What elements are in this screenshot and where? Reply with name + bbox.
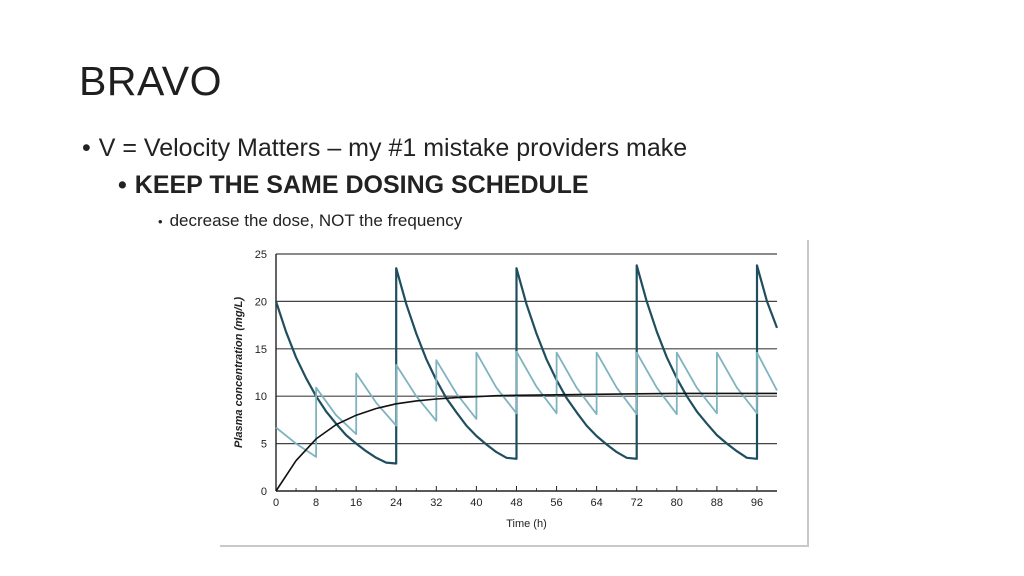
x-tick-label: 80 <box>671 497 683 509</box>
plasma-concentration-chart: 0 5 10 15 20 25 0 8 16 24 32 40 48 56 64 72 80 88 96 Time … <box>218 238 807 545</box>
x-tick-label: 96 <box>751 497 763 509</box>
series-line-large-dose-every-24-h <box>274 264 779 465</box>
x-tick-label: 56 <box>550 497 562 509</box>
bullet-dosing-schedule: • KEEP THE SAME DOSING SCHEDULE <box>118 171 589 200</box>
x-axis-label: Time (h) <box>506 518 547 530</box>
y-tick-label: 20 <box>255 296 267 308</box>
x-tick-label: 64 <box>591 497 603 509</box>
y-axis-label: Plasma concentration (mg/L) <box>233 297 245 448</box>
x-tick-label: 72 <box>631 497 643 509</box>
bullet-glyph: • <box>118 171 127 199</box>
bullet-dosing-schedule-text: KEEP THE SAME DOSING SCHEDULE <box>134 171 589 199</box>
bullet-glyph: • <box>158 214 163 229</box>
bullet-decrease-dose: • decrease the dose, NOT the frequency <box>158 211 462 231</box>
bullet-glyph: • <box>82 134 91 162</box>
y-tick-label: 5 <box>261 439 267 451</box>
grid-lines <box>276 253 777 445</box>
series-line-small-dose-every-8-h <box>275 350 778 458</box>
y-tick-label: 0 <box>261 486 267 498</box>
x-tick-label: 24 <box>390 497 402 509</box>
y-tick-label: 25 <box>255 249 267 261</box>
slide-title: BRAVO <box>79 58 222 104</box>
series-lines <box>274 264 779 492</box>
y-tick-label: 15 <box>255 344 267 356</box>
chart-svg: 0 5 10 15 20 25 0 8 16 24 32 40 48 56 64 72 80 88 96 Time … <box>233 249 779 530</box>
bullet-velocity-text: V = Velocity Matters – my #1 mistake pro… <box>98 134 688 162</box>
axes <box>275 254 777 492</box>
tick-labels: 0 5 10 15 20 25 0 8 16 24 32 40 48 56 64 72 80 88 96 <box>255 249 763 509</box>
x-tick-label: 32 <box>430 497 442 509</box>
x-tick-label: 88 <box>711 497 723 509</box>
x-tick-label: 48 <box>510 497 522 509</box>
y-tick-label: 10 <box>255 391 267 403</box>
x-tick-label: 16 <box>350 497 362 509</box>
x-tick-label: 40 <box>470 497 482 509</box>
x-tick-label: 8 <box>313 497 319 509</box>
bullet-velocity: • V = Velocity Matters – my #1 mistake p… <box>82 134 687 163</box>
x-tick-label: 0 <box>273 497 279 509</box>
series-line-continuous-infusion <box>275 392 777 492</box>
bullet-decrease-dose-text: decrease the dose, NOT the frequency <box>169 211 463 230</box>
